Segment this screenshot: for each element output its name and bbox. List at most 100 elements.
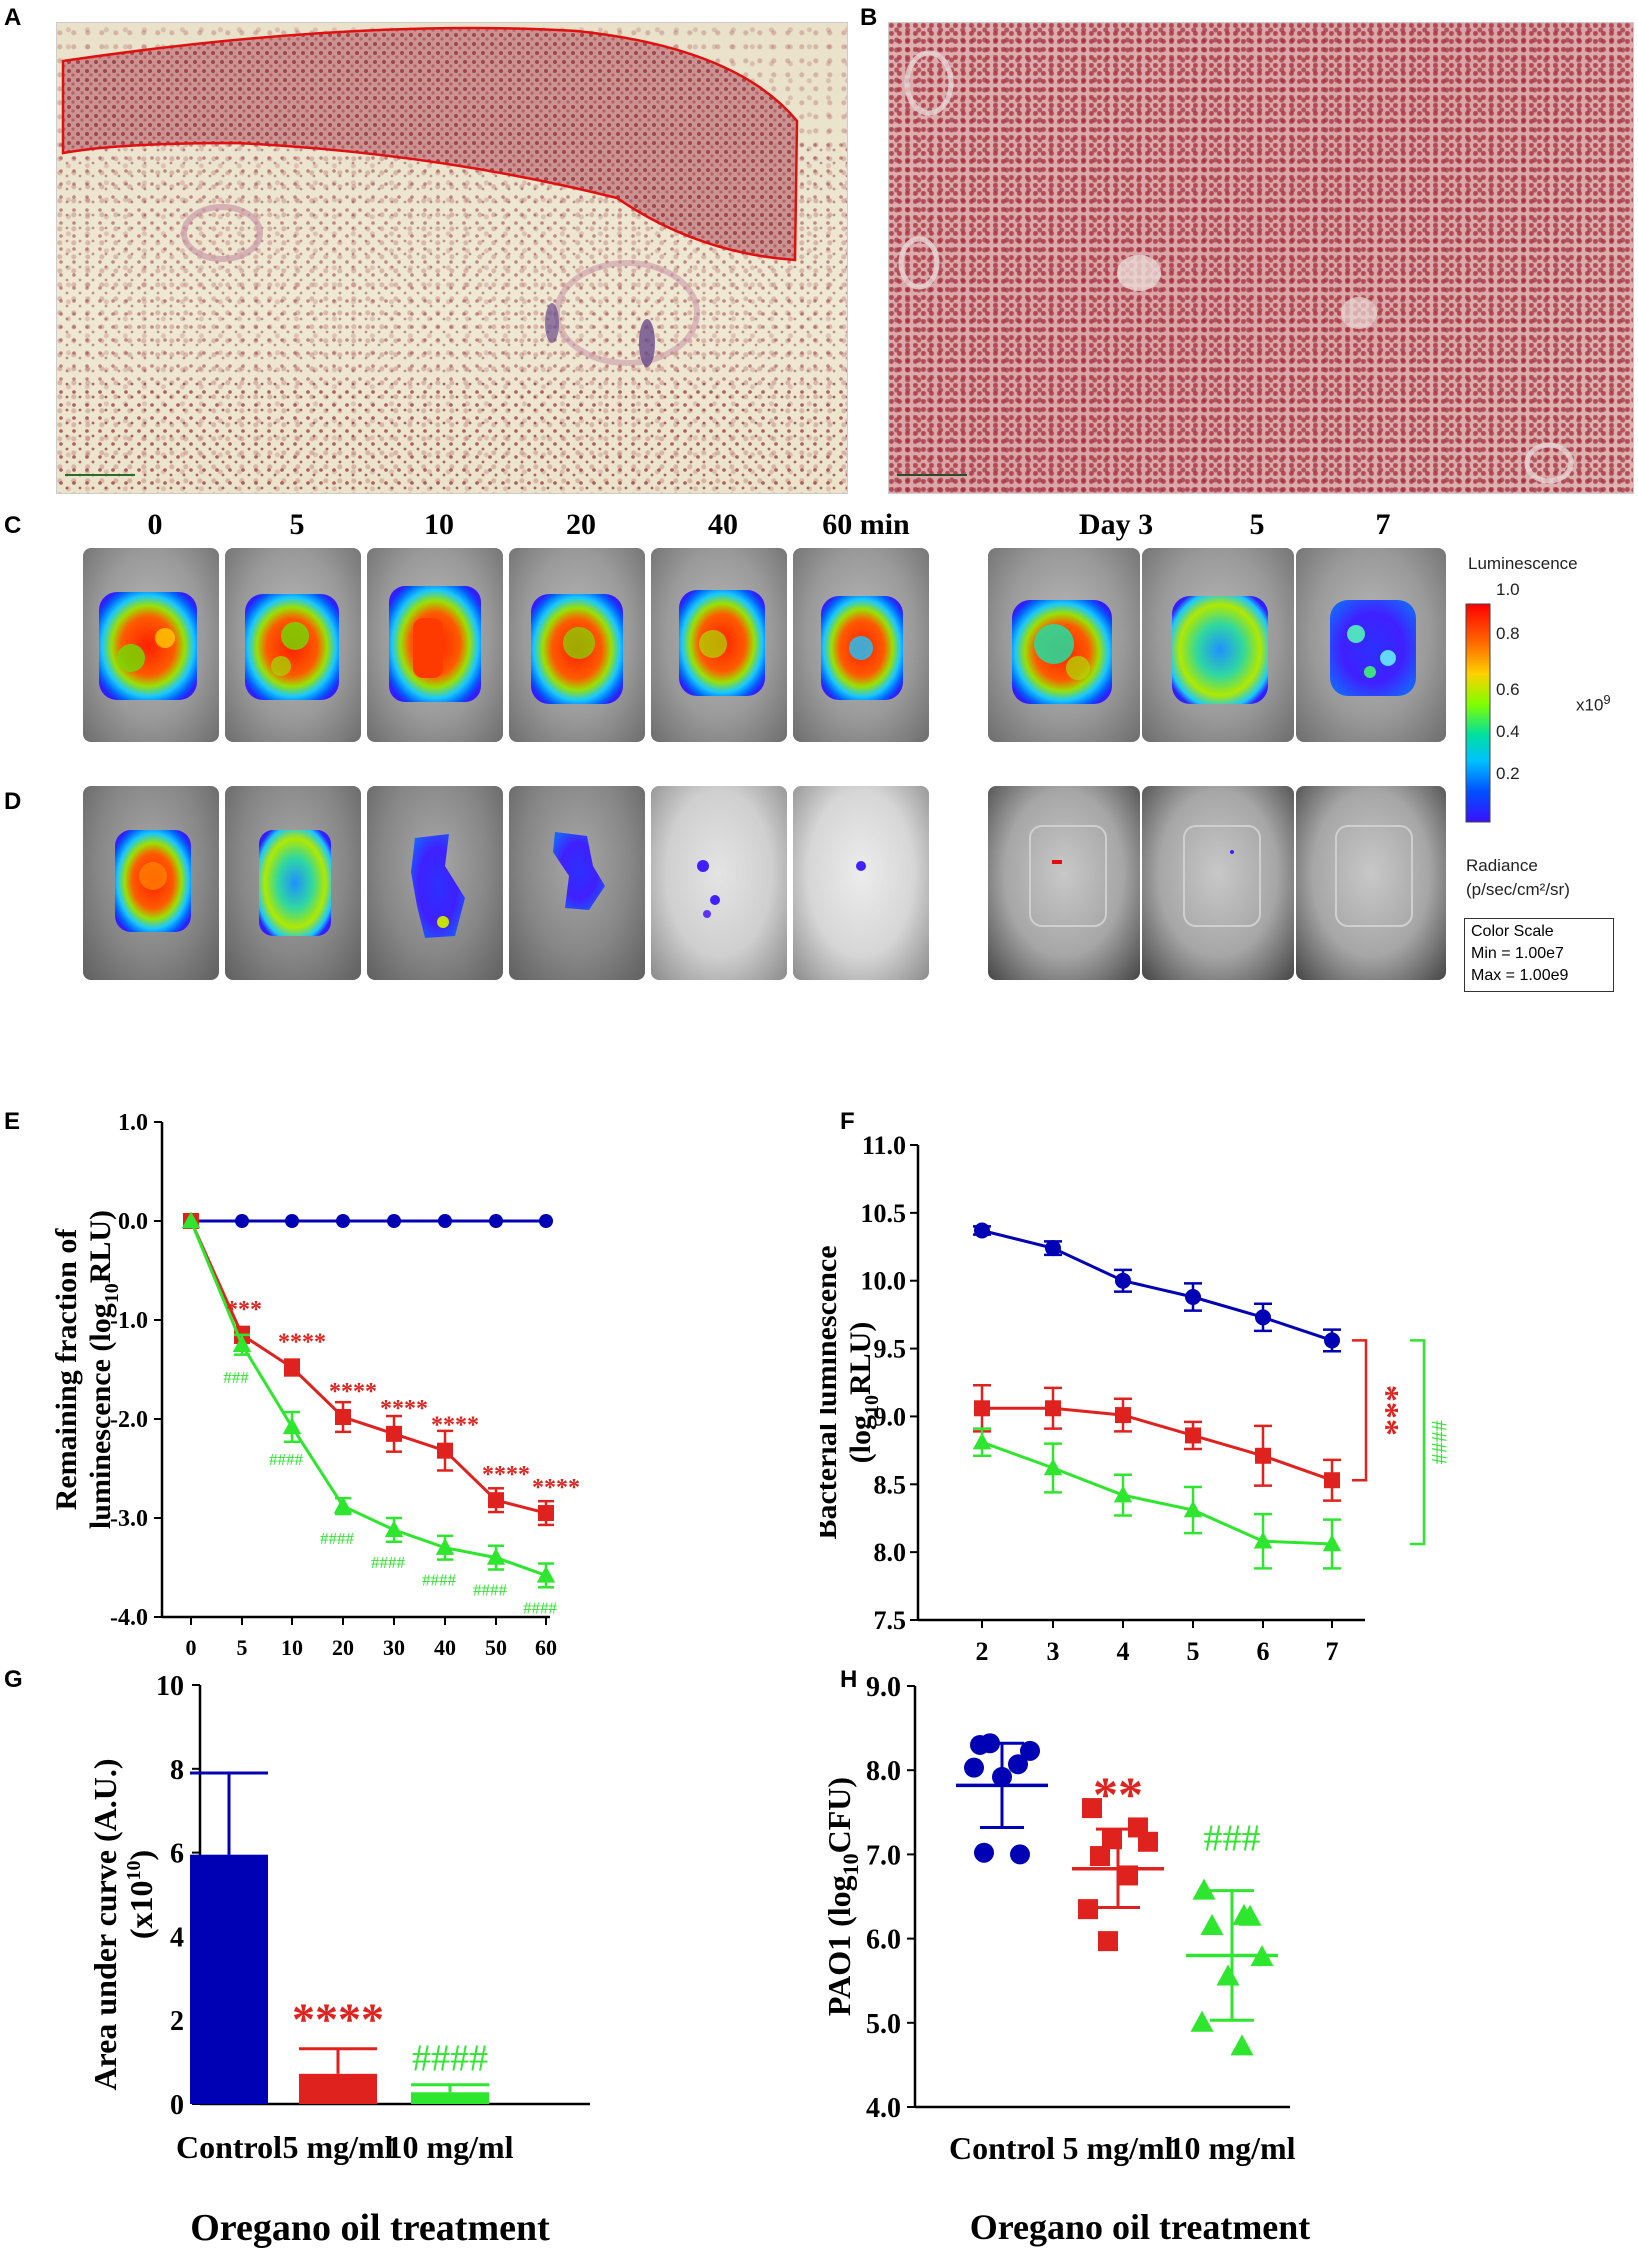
radiance-unit: (p/sec/cm²/sr) xyxy=(1466,880,1570,899)
colorbar-tick-06: 0.6 xyxy=(1496,680,1520,699)
e-series-line-1 xyxy=(189,1220,547,1515)
time-label-20: 20 xyxy=(566,508,596,541)
mouse-image-c-40 xyxy=(651,548,787,742)
h-ylabel-part: 10 xyxy=(838,1853,863,1875)
f-x-tick-label: 7 xyxy=(1326,1637,1339,1660)
e-sig-high: #### xyxy=(371,1553,406,1572)
e-sig-low: *** xyxy=(226,1297,262,1323)
e-point-0 xyxy=(285,1214,299,1228)
f-point-1 xyxy=(1255,1447,1271,1464)
g-y-tick-label: 10 xyxy=(156,1671,184,1702)
panel-label-g: G xyxy=(4,1666,23,1693)
e-point-2 xyxy=(435,1538,455,1555)
histology-image-a xyxy=(56,22,848,494)
f-point-2 xyxy=(1043,1458,1063,1476)
time-label-0: 0 xyxy=(147,508,163,541)
e-x-tick-label: 50 xyxy=(485,1635,507,1660)
e-point-2 xyxy=(282,1417,302,1435)
f-point-2 xyxy=(1322,1534,1342,1552)
time-label-5: 5 xyxy=(289,508,305,541)
panel-label-a: A xyxy=(4,4,22,31)
g-ylabel-part: ) xyxy=(123,1850,159,1861)
g-x-tick-label: Control xyxy=(176,2129,282,2165)
mouse-image-c-10 xyxy=(367,548,503,742)
time-label-40: 40 xyxy=(708,508,738,541)
g-x-tick-label: 10 mg/ml xyxy=(386,2129,513,2165)
f-y-tick-label: 11.0 xyxy=(862,1131,906,1160)
e-sig-low: **** xyxy=(329,1379,377,1405)
panel-label-b: B xyxy=(860,4,878,31)
g-sig-2: #### xyxy=(412,2038,488,2080)
f-bracket-high xyxy=(1410,1339,1426,1546)
mouse-image-d-0 xyxy=(83,786,219,980)
h-point-2 xyxy=(1250,1945,1274,1967)
e-x-tick-label: 30 xyxy=(383,1635,405,1660)
g-ylabel-part: (x10 xyxy=(123,1881,159,1940)
h-point-0 xyxy=(1008,1754,1028,1775)
h-point-1 xyxy=(1078,1899,1098,1920)
chart-f: 11.010.510.09.59.08.58.07.5234567Days af… xyxy=(820,1131,1452,1660)
e-sig-low: **** xyxy=(482,1462,530,1488)
e-sig-low: **** xyxy=(431,1413,479,1439)
f-point-0 xyxy=(1324,1332,1340,1349)
f-point-1 xyxy=(1115,1407,1131,1424)
f-x-tick-label: 4 xyxy=(1117,1637,1130,1660)
h-point-0 xyxy=(992,1766,1012,1787)
f-point-0 xyxy=(974,1222,990,1239)
f-bracket-low xyxy=(1352,1339,1368,1482)
e-point-0 xyxy=(387,1214,401,1228)
e-point-2 xyxy=(486,1548,506,1565)
e-y-tick-label: 1.0 xyxy=(118,1110,148,1136)
h-point-2 xyxy=(1190,2010,1214,2032)
f-y-tick-label: 10.0 xyxy=(861,1267,907,1296)
h-y-tick-label: 8.0 xyxy=(866,1756,901,1787)
e-y-tick-label: -1.0 xyxy=(110,1308,148,1334)
colorbar-tick-1: 1.0 xyxy=(1496,580,1520,599)
e-y-tick-label: -2.0 xyxy=(110,1407,148,1433)
color-scale-title: Color Scale xyxy=(1471,923,1554,940)
mouse-image-c-5 xyxy=(225,548,361,742)
h-y-axis-label: PAO1 (log10CFU) xyxy=(821,1777,863,2016)
h-point-1 xyxy=(1138,1831,1158,1852)
e-x-tick-label: 5 xyxy=(237,1635,248,1660)
e-x-tick-label: 0 xyxy=(186,1635,197,1660)
f-sig-low: *** xyxy=(1368,1385,1405,1436)
day-label-7: 7 xyxy=(1375,508,1391,541)
h-y-tick-label: 6.0 xyxy=(866,1925,901,1956)
mouse-image-day-5 xyxy=(1142,548,1294,742)
day-label-5: 5 xyxy=(1249,508,1265,541)
f-y-axis-label-2: (log10RLU) xyxy=(844,1322,883,1464)
f-ylabel-part: (log xyxy=(844,1415,877,1463)
g-y-axis-label-1: Area under curve (A.U.) xyxy=(87,1758,123,2090)
e-y-tick-label: -3.0 xyxy=(110,1506,148,1532)
e-sig-high: #### xyxy=(523,1598,558,1617)
g-y-tick-label: 2 xyxy=(170,2006,184,2037)
h-point-0 xyxy=(1010,1844,1030,1865)
e-x-tick-label: 60 xyxy=(535,1635,557,1660)
f-y-tick-label: 8.0 xyxy=(874,1538,907,1567)
colorbar-tick-02: 0.2 xyxy=(1496,764,1520,783)
h-point-0 xyxy=(970,1734,990,1755)
f-x-tick-label: 6 xyxy=(1257,1637,1270,1660)
e-sig-high: #### xyxy=(422,1571,457,1590)
colorbar-tick-08: 0.8 xyxy=(1496,624,1520,643)
e-point-0 xyxy=(235,1214,249,1228)
colorbar-unit: x109 xyxy=(1576,692,1611,716)
h-x-axis-label: Oregano oil treatment xyxy=(970,2207,1311,2247)
color-scale-box: Color Scale Min = 1.00e7 Max = 1.00e9 xyxy=(1464,918,1614,992)
e-point-1 xyxy=(538,1505,554,1522)
f-y-tick-label: 8.5 xyxy=(874,1470,907,1499)
f-point-2 xyxy=(1183,1500,1203,1518)
e-point-2 xyxy=(232,1335,252,1352)
e-point-1 xyxy=(335,1409,351,1426)
h-point-1 xyxy=(1102,1829,1122,1850)
e-point-1 xyxy=(437,1442,453,1459)
h-point-1 xyxy=(1090,1846,1110,1867)
g-y-tick-label: 0 xyxy=(170,2090,184,2121)
mouse-image-c-20 xyxy=(509,548,645,742)
colorbar xyxy=(1465,603,1491,823)
f-point-2 xyxy=(1113,1485,1133,1503)
day-label-3: Day 3 xyxy=(1078,508,1154,541)
g-y-tick-label: 8 xyxy=(170,1755,184,1786)
